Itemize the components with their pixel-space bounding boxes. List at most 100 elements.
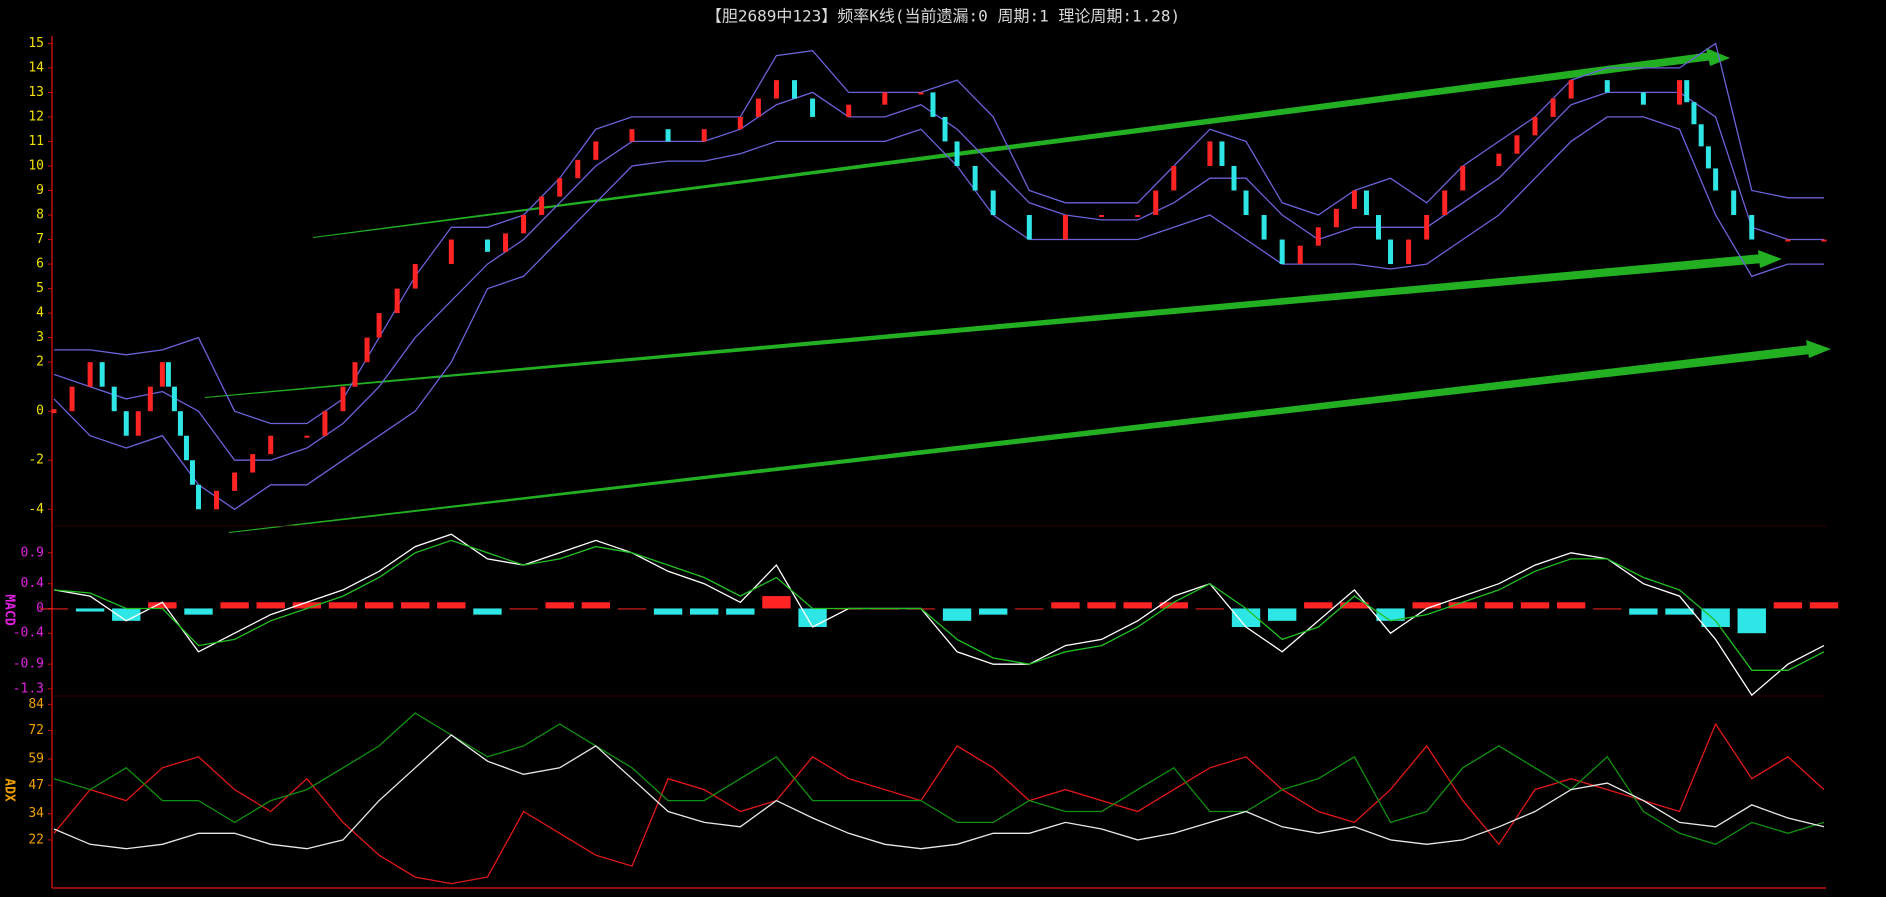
macd-bar (1629, 608, 1658, 615)
kline-bar (177, 411, 183, 436)
arrow-head (1806, 340, 1831, 358)
adx-line (53, 734, 1825, 850)
kline-bar (1388, 239, 1394, 265)
kline-bar (918, 92, 924, 95)
kline-bar (376, 313, 382, 338)
kline-bar (1677, 80, 1683, 105)
kline-bar (1514, 135, 1520, 154)
kline-bar (575, 159, 581, 179)
macd-bar (1231, 608, 1261, 628)
macd-bar (1809, 602, 1839, 609)
y-tick-label: 10 (28, 158, 44, 173)
kline-bar (412, 264, 418, 289)
y-tick-label: 34 (28, 806, 44, 821)
kline-bar (1062, 215, 1068, 240)
kline-bar (954, 141, 960, 166)
kline-bar (990, 190, 996, 216)
kline-bar (930, 92, 936, 117)
kline-bar (1363, 190, 1369, 216)
macd-bar (1123, 602, 1152, 609)
kline-bar (484, 239, 490, 252)
kline-bar (557, 178, 563, 197)
trend-arrow (229, 345, 1811, 533)
macd-bar (942, 608, 972, 621)
kline-bar (1691, 102, 1697, 125)
y-tick-label: 0.4 (21, 576, 45, 591)
kline-bar (364, 337, 370, 363)
kline-bar (189, 460, 195, 485)
kline-bar (111, 386, 117, 412)
macd-bar (1593, 608, 1622, 610)
macd-bar (364, 602, 394, 609)
macd-bar (184, 608, 213, 615)
arrow-head (1706, 48, 1730, 66)
kline-bar (1153, 190, 1159, 216)
kline-bar (195, 484, 201, 510)
band-line (53, 116, 1824, 511)
kline-bar (846, 104, 852, 117)
kline-bar (1550, 98, 1556, 117)
kline-bar (1604, 80, 1610, 93)
kline-bar (448, 239, 454, 265)
y-tick-label: 59 (28, 752, 44, 767)
macd-bar (653, 608, 683, 615)
kline-bar (1333, 208, 1339, 228)
kline-bar (304, 435, 310, 438)
kline-bar (51, 409, 57, 414)
kline-bar (147, 386, 153, 412)
kline-bar (340, 386, 346, 412)
macd-bar (690, 608, 719, 615)
kline-bar (99, 362, 105, 387)
kline-bar (1785, 239, 1791, 242)
kline-bar (135, 411, 141, 436)
y-tick-label: -0.4 (13, 626, 44, 641)
kline-bar (183, 435, 189, 461)
kline-bar (1261, 215, 1267, 240)
y-tick-label: 0 (36, 404, 44, 419)
kline-bar (942, 116, 948, 142)
kline-bar (171, 386, 177, 412)
kline-bar (882, 92, 888, 105)
adx-line (53, 722, 1825, 885)
kline-bar (1219, 141, 1225, 166)
kline-bar (1442, 190, 1448, 216)
y-tick-label: 8 (36, 208, 44, 223)
kline-bar (1099, 215, 1105, 218)
y-tick-label: 47 (28, 778, 44, 793)
macd-bar (545, 602, 574, 609)
kline-bar (1713, 168, 1719, 191)
macd-bar (1015, 608, 1044, 610)
kline-bar (1424, 215, 1430, 240)
macd-bar (292, 602, 322, 609)
kline-bar (810, 98, 816, 117)
macd-bar (148, 602, 177, 609)
kline-bar (503, 233, 509, 252)
kline-bar (1351, 190, 1357, 209)
kline-bar (1705, 146, 1711, 169)
y-tick-label: 3 (36, 330, 44, 345)
macd-bar (617, 608, 647, 610)
macd-bar (1448, 602, 1477, 609)
kline-bar (1315, 227, 1321, 246)
macd-bar (1412, 602, 1441, 609)
kline-bar (1460, 165, 1466, 191)
trend-arrows (205, 48, 1831, 533)
kline-bar (792, 80, 798, 99)
macd-bar (581, 602, 611, 609)
macd-bar (1701, 608, 1730, 628)
kline-bar (165, 362, 171, 387)
y-tick-label: 72 (28, 723, 44, 738)
kline-bar (250, 454, 256, 473)
kline-bar (665, 129, 671, 142)
kline-bar (1640, 92, 1646, 105)
y-tick-label: 5 (36, 281, 44, 296)
macd-line (53, 533, 1825, 697)
kline-bar (352, 362, 358, 387)
kline-bar (1207, 141, 1213, 166)
kline-bar (394, 288, 400, 314)
kline-bar (322, 411, 328, 436)
kline-bar (1243, 190, 1249, 216)
band-line (54, 42, 1824, 425)
adx-line (53, 712, 1825, 846)
